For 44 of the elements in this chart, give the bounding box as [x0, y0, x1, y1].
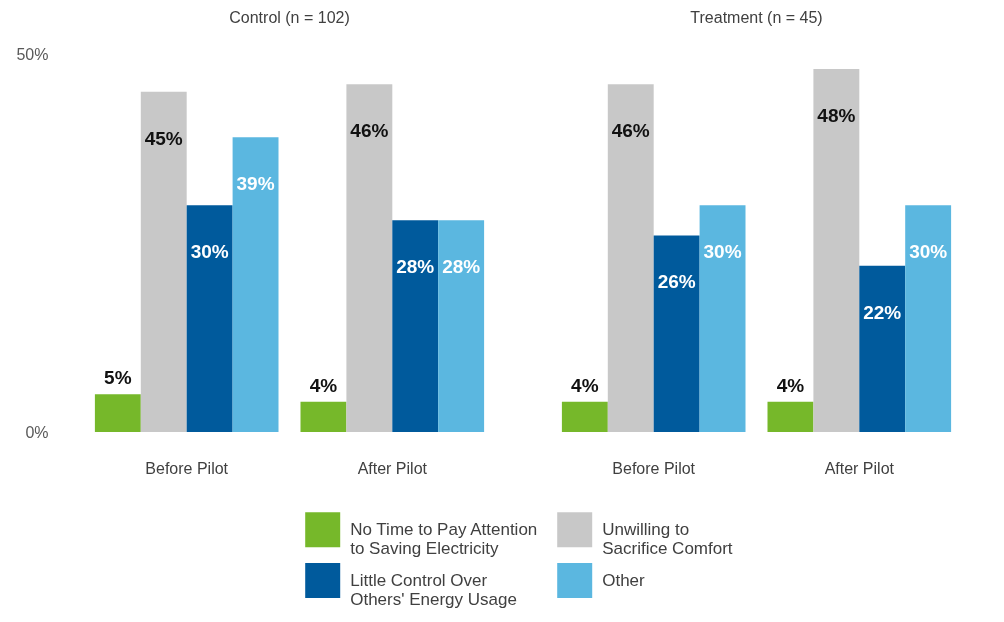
- bar: [813, 69, 860, 432]
- data-label: 45%: [144, 127, 183, 149]
- data-label: 22%: [863, 301, 902, 323]
- bar: [232, 137, 279, 432]
- bar: [346, 84, 393, 432]
- chart-title: Control (n = 102): [229, 9, 350, 26]
- x-tick-label: After Pilot: [824, 459, 895, 477]
- data-label: 28%: [442, 256, 481, 278]
- x-tick-label: After Pilot: [357, 459, 428, 477]
- y-tick-label: 0%: [25, 423, 49, 441]
- data-label: 4%: [309, 374, 338, 396]
- bar: [186, 205, 233, 432]
- data-label: 4%: [776, 374, 805, 396]
- legend-label: Unwilling to Sacrifice Comfort: [602, 519, 733, 558]
- bar: [300, 401, 347, 432]
- bar: [699, 205, 746, 432]
- data-label: 5%: [104, 367, 132, 389]
- bar: [767, 401, 814, 432]
- bar: [653, 235, 700, 432]
- x-tick-label: Before Pilot: [612, 459, 696, 477]
- data-label: 30%: [909, 241, 948, 263]
- legend-label: No Time to Pay Attention to Saving Electricity: [350, 519, 538, 558]
- data-label: 46%: [350, 120, 389, 142]
- data-label: 46%: [611, 120, 650, 142]
- data-label: 39%: [236, 173, 275, 195]
- data-label: 28%: [396, 256, 435, 278]
- data-label: 30%: [703, 241, 742, 263]
- y-tick-label: 50%: [16, 45, 49, 63]
- bar: [859, 265, 906, 432]
- data-label: 48%: [817, 105, 856, 127]
- legend-label: Other: [602, 570, 646, 590]
- data-label: 30%: [190, 241, 229, 263]
- bar: [140, 91, 187, 432]
- data-label: 26%: [657, 271, 696, 293]
- bar: [438, 220, 485, 432]
- data-label: 4%: [571, 374, 599, 396]
- bar: [607, 84, 654, 432]
- bar: [561, 401, 608, 432]
- chart-title: Treatment (n = 45): [690, 9, 823, 26]
- bar: [392, 220, 439, 432]
- bar: [905, 205, 952, 432]
- bar: [94, 394, 141, 432]
- legend-label: Little Control Over Others' Energy Usage: [350, 570, 517, 609]
- x-tick-label: Before Pilot: [145, 459, 229, 477]
